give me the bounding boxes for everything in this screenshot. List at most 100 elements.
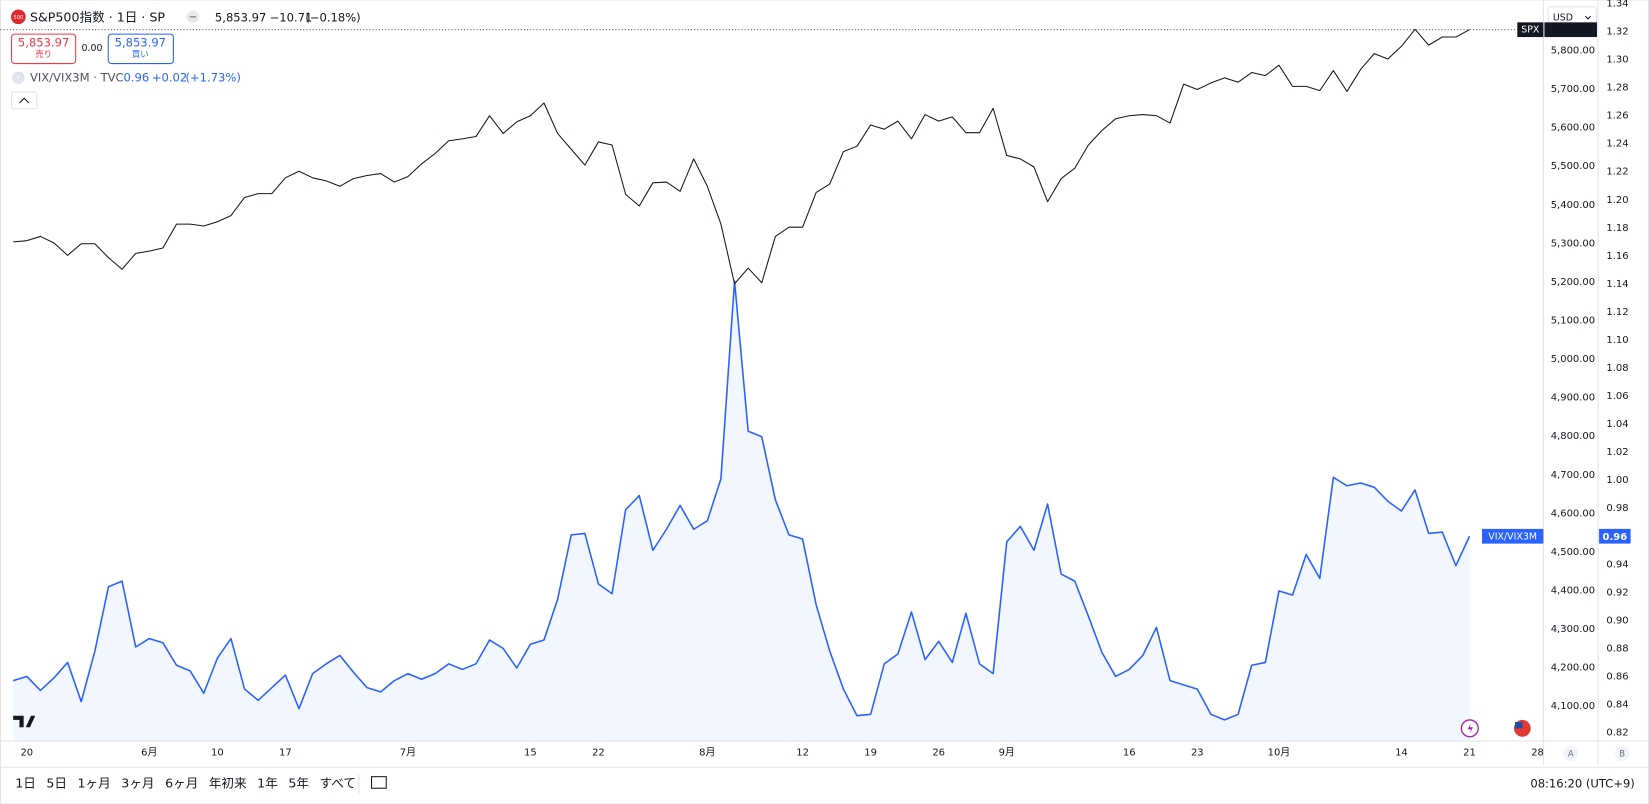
y-tick-label: 0.94	[1606, 559, 1628, 570]
icon	[19, 97, 30, 104]
x-tick-label: 23	[1191, 748, 1204, 759]
y-tick-label: 1.06	[1606, 391, 1628, 402]
x-tick-label: 20	[20, 748, 33, 759]
range-button[interactable]: 5年	[288, 776, 309, 791]
y-tick-label: 0.92	[1606, 587, 1628, 598]
study-change-pct: (+1.73%)	[186, 70, 241, 84]
logo-text: 500	[13, 15, 23, 21]
y-tick-label: 1.20	[1606, 195, 1628, 206]
scale-b-button[interactable]	[1614, 746, 1630, 761]
range-button[interactable]: 年初来	[209, 776, 247, 791]
x-tick-label: 7月	[400, 747, 416, 759]
x-tick-label: 14	[1395, 748, 1408, 759]
study-icon	[12, 71, 25, 85]
spread: 0.00	[81, 43, 102, 54]
y-tick-label: 5,600.00	[1551, 123, 1595, 134]
y-tick-label: 0.88	[1606, 643, 1628, 654]
plot-area	[12, 28, 1471, 741]
x-tick-label: 17	[279, 748, 292, 759]
range-button[interactable]: 1年	[257, 776, 278, 791]
x-tick-label: 6月	[141, 747, 157, 759]
x-tick-label: 22	[592, 748, 605, 759]
change: −10.71	[270, 10, 313, 24]
y-tick-label: 1.28	[1606, 83, 1628, 94]
y-tick-label: 1.14	[1606, 279, 1628, 290]
collapse-button[interactable]	[11, 91, 38, 110]
y-tick-label: 4,700.00	[1551, 470, 1595, 481]
y-tick-label: 1.24	[1606, 139, 1628, 150]
y-tick-label: 1.32	[1606, 27, 1628, 38]
x-tick-label: 16	[1123, 748, 1136, 759]
y-tick-label: 5,500.00	[1551, 161, 1595, 172]
study-change: +0.02	[152, 70, 187, 84]
range-button[interactable]: 3ヶ月	[121, 776, 154, 791]
y-tick-label: 0.82	[1606, 728, 1628, 739]
range-button[interactable]: すべて	[319, 776, 355, 791]
buy-button[interactable]	[107, 33, 174, 65]
sell-price: 5,853.97	[18, 36, 69, 50]
axis-price-tag	[1544, 22, 1597, 38]
range-button[interactable]: 1ヶ月	[78, 776, 111, 791]
series-tag	[1517, 22, 1544, 38]
symbol-logo	[11, 9, 26, 25]
y-tick-label: 4,400.00	[1551, 586, 1595, 597]
y-tick-label: 4,100.00	[1551, 701, 1595, 712]
buy-price: 5,853.97	[115, 36, 166, 50]
y-tick-label: 4,600.00	[1551, 508, 1595, 519]
series-tag-label: VIX/VIX3M	[1488, 531, 1537, 542]
scale-a: A	[1568, 749, 1574, 759]
study-icon-text: Y	[15, 73, 21, 82]
y-tick-label: 5,100.00	[1551, 316, 1595, 327]
y-tick-label: 1.04	[1606, 419, 1628, 430]
y-tick-label: 1.12	[1606, 307, 1628, 318]
y-tick-label: 1.16	[1606, 251, 1628, 262]
x-tick-label: 12	[796, 748, 809, 759]
y-tick-label: 1.30	[1606, 55, 1628, 66]
x-tick-label: 21	[1463, 748, 1476, 759]
range-button[interactable]: 1日	[15, 776, 36, 791]
series-line	[12, 280, 1471, 721]
range-button[interactable]: 5日	[46, 776, 67, 791]
price: 5,853.97	[215, 10, 266, 24]
y-tick-label: 1.18	[1606, 223, 1628, 234]
x-tick-label: 26	[932, 748, 945, 759]
y-tick-label: 1.00	[1606, 475, 1628, 486]
x-tick-label: 19	[864, 748, 877, 759]
range-bar: 1日 5日 1ヶ月 3ヶ月 6ヶ月 年初来 1年 5年 すべて	[15, 776, 356, 791]
sell-button[interactable]	[11, 33, 77, 65]
icon	[1585, 15, 1592, 20]
y-tick-label: 5,200.00	[1551, 277, 1595, 288]
y-tick-label: 1.02	[1606, 447, 1628, 458]
x-tick-label: 10月	[1268, 747, 1291, 759]
study-value: 0.96	[123, 70, 149, 84]
icon	[1467, 723, 1473, 734]
y-tick-label: 5,000.00	[1551, 354, 1595, 365]
y-tick-label: 1.34	[1606, 0, 1628, 10]
area-fill	[13, 281, 1470, 741]
scale-a-button[interactable]	[1563, 746, 1579, 761]
y-tick-label: 0.84	[1606, 699, 1628, 710]
y-tick-label: 1.26	[1606, 111, 1628, 122]
y-tick-label: 5,800.00	[1551, 46, 1595, 57]
icon	[1514, 722, 1523, 729]
y-tick-label: 1.10	[1606, 335, 1628, 346]
study-title[interactable]: VIX/VIX3M · TVC	[30, 70, 124, 84]
x-tick-label: 9月	[999, 747, 1015, 759]
calendar-icon[interactable]	[371, 776, 387, 789]
x-tick-label: 15	[524, 748, 537, 759]
range-button[interactable]: 6ヶ月	[165, 776, 198, 791]
y-tick-label: 0.86	[1606, 671, 1628, 682]
y-tick-label: 4,300.00	[1551, 624, 1595, 635]
series-tag-label: SPX	[1521, 25, 1540, 36]
y-tick-label: 4,900.00	[1551, 393, 1595, 404]
y-tick-label: 4,500.00	[1551, 547, 1595, 558]
tv-logo	[13, 715, 36, 728]
clock: 08:16:20 (UTC+9)	[1530, 777, 1634, 791]
symbol-title[interactable]: S&P500指数 · 1日 · SP	[30, 9, 165, 24]
scale-b: B	[1619, 749, 1625, 759]
y-tick-label: 0.98	[1606, 503, 1628, 514]
x-tick-label: 8月	[699, 747, 715, 759]
axis-price-tag	[1599, 528, 1631, 544]
y-tick-label: 5,700.00	[1551, 84, 1595, 95]
